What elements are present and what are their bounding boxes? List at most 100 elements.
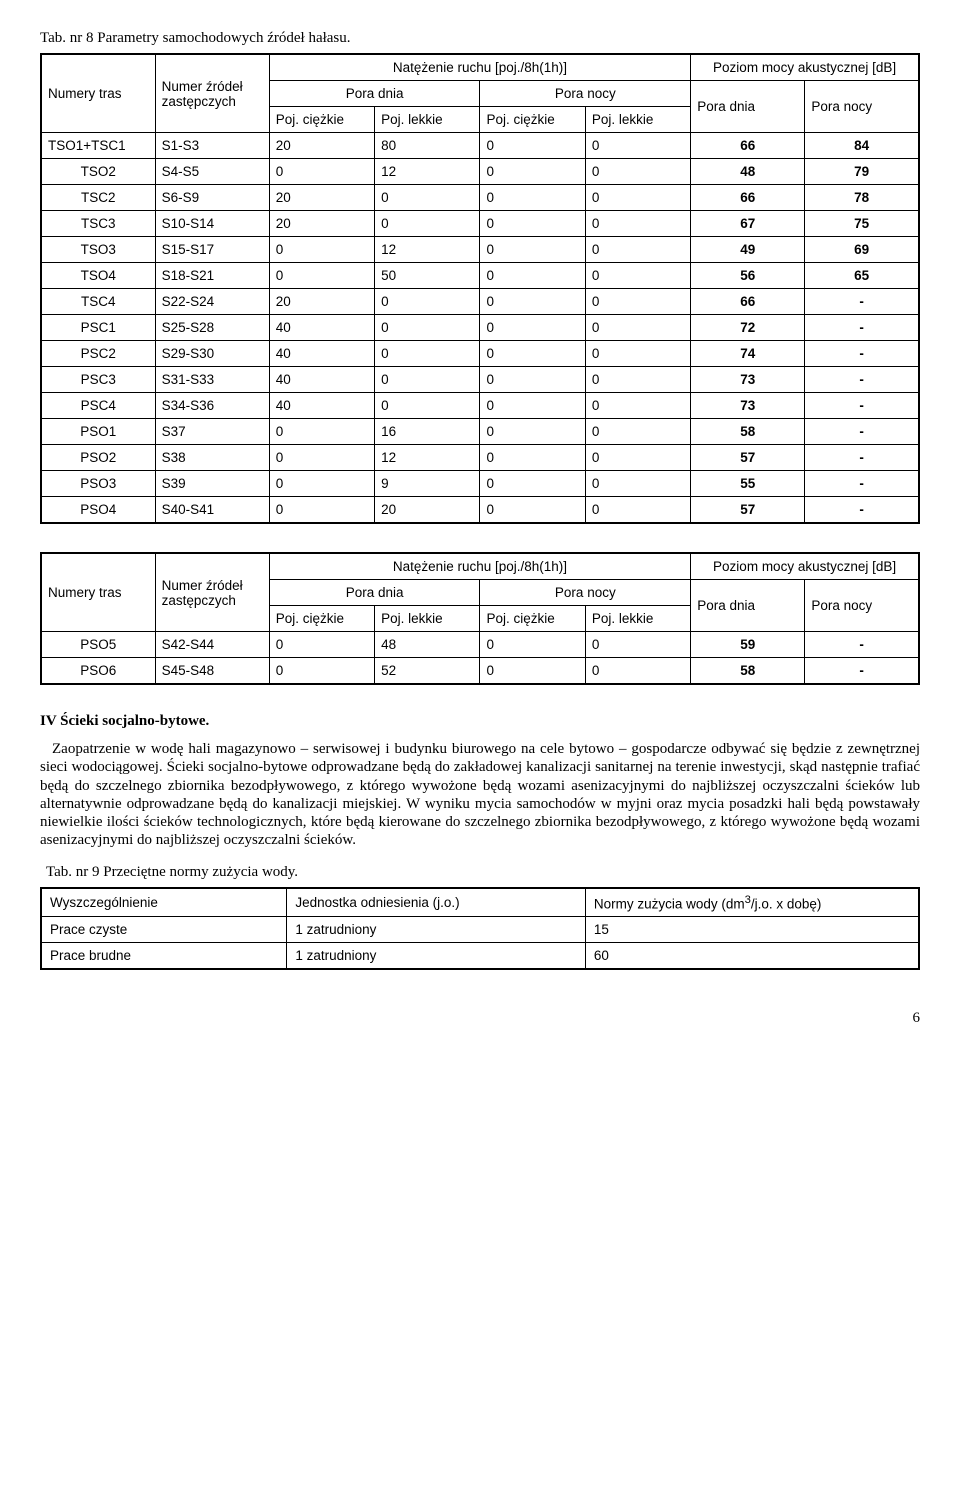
table-cell: S4-S5 xyxy=(155,159,269,185)
page-number: 6 xyxy=(40,1010,920,1027)
table-cell: - xyxy=(805,658,919,685)
header-reference-unit: Jednostka odniesienia (j.o.) xyxy=(287,888,586,917)
table-cell: S45-S48 xyxy=(155,658,269,685)
table-cell: 49 xyxy=(691,237,805,263)
table-cell: - xyxy=(805,289,919,315)
table9-caption: Tab. nr 9 Przeciętne normy zużycia wody. xyxy=(46,864,920,881)
table-cell: 12 xyxy=(375,159,480,185)
table-cell: - xyxy=(805,471,919,497)
table-cell: 0 xyxy=(480,315,585,341)
table-cell: 72 xyxy=(691,315,805,341)
table-cell: TSO1+TSC1 xyxy=(41,133,155,159)
table-cell: 0 xyxy=(375,393,480,419)
table-row: TSO4S18-S21050005665 xyxy=(41,263,919,289)
table-row: PSC4S34-S364000073- xyxy=(41,393,919,419)
table-cell: 0 xyxy=(585,185,690,211)
table-header: Numery tras Numer źródeł zastępczych Nat… xyxy=(41,553,919,632)
table-row: TSC3S10-S14200006775 xyxy=(41,211,919,237)
table-cell: 0 xyxy=(269,658,374,685)
table-cell: S40-S41 xyxy=(155,497,269,524)
table-cell: 65 xyxy=(805,263,919,289)
table-cell: S6-S9 xyxy=(155,185,269,211)
table-cell: 0 xyxy=(480,133,585,159)
water-usage-table: Wyszczególnienie Jednostka odniesienia (… xyxy=(40,887,920,971)
table-row: PSO3S39090055- xyxy=(41,471,919,497)
table-cell: 0 xyxy=(585,133,690,159)
table-cell: 58 xyxy=(691,658,805,685)
table-row: PSO2S380120057- xyxy=(41,445,919,471)
table-cell: 0 xyxy=(585,497,690,524)
table-cell: 48 xyxy=(375,632,480,658)
header-route-numbers: Numery tras xyxy=(41,54,155,133)
table-row: TSO3S15-S17012004969 xyxy=(41,237,919,263)
table-cell: 1 zatrudniony xyxy=(287,917,586,943)
table-cell: 60 xyxy=(585,943,919,970)
table-cell: - xyxy=(805,341,919,367)
table-cell: 40 xyxy=(269,367,374,393)
table-cell: PSC3 xyxy=(41,367,155,393)
header-power-day: Pora dnia xyxy=(691,81,805,133)
table-cell: 56 xyxy=(691,263,805,289)
table-cell: S10-S14 xyxy=(155,211,269,237)
table8-caption: Tab. nr 8 Parametry samochodowych źródeł… xyxy=(40,30,920,47)
table-cell: 0 xyxy=(480,497,585,524)
header-light-night: Poj. lekkie xyxy=(585,107,690,133)
table-cell: 40 xyxy=(269,393,374,419)
table-cell: S37 xyxy=(155,419,269,445)
table-header: Numery tras Numer źródeł zastępczych Nat… xyxy=(41,54,919,133)
table-cell: 0 xyxy=(585,471,690,497)
table-cell: S34-S36 xyxy=(155,393,269,419)
body-paragraph: Zaopatrzenie w wodę hali magazynowo – se… xyxy=(40,740,920,850)
table-cell: 0 xyxy=(480,185,585,211)
table-cell: PSO3 xyxy=(41,471,155,497)
table-cell: 20 xyxy=(269,133,374,159)
table-cell: S22-S24 xyxy=(155,289,269,315)
table-cell: PSC1 xyxy=(41,315,155,341)
header-day: Pora dnia xyxy=(269,580,480,606)
table-cell: Prace brudne xyxy=(41,943,287,970)
table-cell: 0 xyxy=(480,445,585,471)
table-row: PSO4S40-S410200057- xyxy=(41,497,919,524)
table-row: Prace brudne1 zatrudniony60 xyxy=(41,943,919,970)
table-cell: 0 xyxy=(480,263,585,289)
table-cell: 0 xyxy=(585,658,690,685)
header-heavy-day: Poj. ciężkie xyxy=(269,606,374,632)
header-power-night: Pora nocy xyxy=(805,580,919,632)
header-heavy-night: Poj. ciężkie xyxy=(480,606,585,632)
table-cell: S15-S17 xyxy=(155,237,269,263)
table-cell: - xyxy=(805,497,919,524)
table-cell: 0 xyxy=(585,341,690,367)
table-cell: 66 xyxy=(691,133,805,159)
header-light-night: Poj. lekkie xyxy=(585,606,690,632)
table-row: PSC1S25-S284000072- xyxy=(41,315,919,341)
table-cell: PSO4 xyxy=(41,497,155,524)
table-cell: 0 xyxy=(585,367,690,393)
table-cell: TSO2 xyxy=(41,159,155,185)
table-cell: 15 xyxy=(585,917,919,943)
table-cell: TSO3 xyxy=(41,237,155,263)
table-cell: S18-S21 xyxy=(155,263,269,289)
table-row: TSC4S22-S242000066- xyxy=(41,289,919,315)
table-cell: 0 xyxy=(585,393,690,419)
table-cell: 0 xyxy=(480,367,585,393)
table-cell: 0 xyxy=(269,471,374,497)
table-cell: - xyxy=(805,419,919,445)
table-cell: 0 xyxy=(375,185,480,211)
header-power-day: Pora dnia xyxy=(691,580,805,632)
table-cell: 0 xyxy=(480,159,585,185)
table-cell: PSO6 xyxy=(41,658,155,685)
header-power: Poziom mocy akustycznej [dB] xyxy=(691,54,919,81)
table-cell: 20 xyxy=(269,185,374,211)
table-cell: 9 xyxy=(375,471,480,497)
header-power-night: Pora nocy xyxy=(805,81,919,133)
header-traffic: Natężenie ruchu [poj./8h(1h)] xyxy=(269,54,690,81)
table-cell: - xyxy=(805,445,919,471)
table-cell: PSC2 xyxy=(41,341,155,367)
header-power: Poziom mocy akustycznej [dB] xyxy=(691,553,919,580)
table-row: PSO1S370160058- xyxy=(41,419,919,445)
table-cell: 0 xyxy=(269,445,374,471)
table-cell: - xyxy=(805,315,919,341)
table-cell: 55 xyxy=(691,471,805,497)
table-cell: 73 xyxy=(691,393,805,419)
table-cell: 0 xyxy=(269,263,374,289)
